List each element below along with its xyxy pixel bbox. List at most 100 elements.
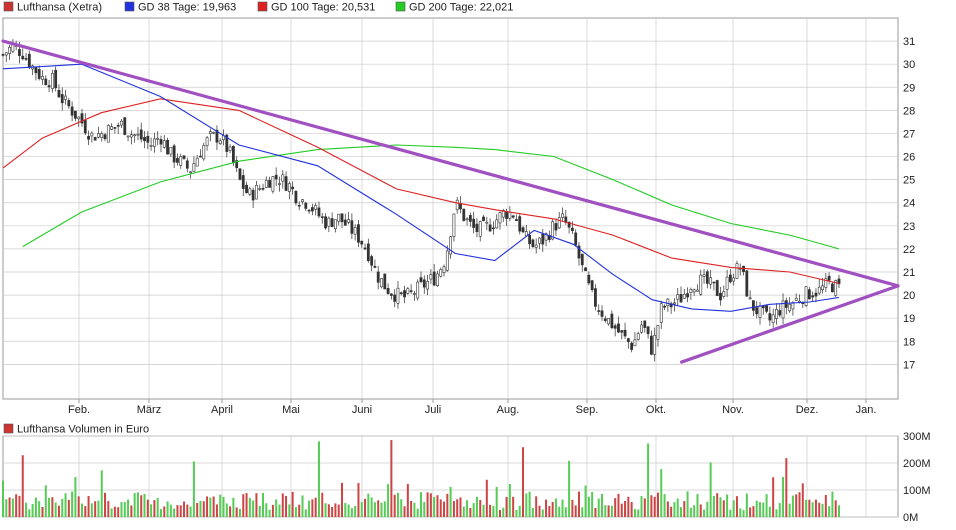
candle-body [666, 298, 670, 306]
volume-bar [782, 476, 785, 517]
candle-body [324, 216, 327, 229]
candle-body [699, 274, 703, 295]
candle-body [21, 55, 25, 60]
volume-bar [726, 494, 729, 517]
candle-body [633, 339, 637, 347]
candle-body [646, 326, 650, 335]
candle-body [228, 146, 232, 151]
candle-body [103, 134, 107, 140]
candle-body [528, 234, 532, 244]
candle-body [732, 277, 736, 282]
candle-body [264, 180, 268, 188]
month-label: Juni [352, 404, 372, 416]
month-label: Mai [282, 404, 300, 416]
volume-bar [150, 504, 153, 517]
candle-body [212, 131, 216, 134]
candle-body [610, 313, 614, 329]
volume-bar [400, 499, 403, 517]
candle-body [653, 334, 657, 355]
volume-bar [716, 493, 719, 517]
candle-body [659, 303, 663, 323]
candle-body [561, 213, 564, 218]
candle-body [807, 289, 811, 300]
candle-body [8, 47, 11, 54]
candle-body [623, 329, 627, 337]
volume-bar [828, 506, 831, 517]
volume-bar [206, 496, 209, 517]
volume-bar [443, 501, 446, 517]
volume-bar [341, 482, 344, 517]
volume-bar [745, 493, 748, 517]
candle-body [386, 288, 390, 294]
volume-bar [558, 506, 561, 517]
candle-body [587, 274, 591, 284]
candle-body [531, 239, 535, 247]
volume-bar [834, 500, 837, 517]
volume-legend-swatch [3, 423, 14, 434]
volume-bar [729, 509, 732, 517]
volume-bar [706, 501, 709, 517]
candle-body [106, 125, 110, 143]
candle-body [768, 313, 772, 321]
volume-bar [673, 502, 676, 517]
candle-body [488, 224, 492, 232]
candle-body [261, 188, 265, 190]
volume-bar [680, 507, 683, 517]
candle-body [702, 274, 706, 277]
volume-bar [699, 504, 702, 517]
candle-body [432, 271, 436, 286]
volume-bar [130, 505, 133, 517]
candle-body [821, 285, 824, 291]
candle-body [41, 76, 44, 80]
candle-body [541, 233, 545, 245]
volume-bar [28, 509, 31, 517]
volume-bar [196, 502, 199, 517]
volume-bar [304, 509, 307, 517]
candle-body [492, 227, 495, 230]
candle-body [366, 243, 370, 261]
candle-body [1, 54, 5, 56]
volume-bar [166, 501, 169, 517]
candle-body [172, 145, 176, 163]
volume-bar [640, 496, 643, 517]
volume-bar [44, 485, 47, 517]
volume-bar [271, 504, 274, 517]
volume-bar [301, 495, 304, 517]
candle-body [373, 265, 377, 268]
volume-bar [54, 502, 57, 517]
volume-bar [370, 497, 373, 517]
volume-bar [344, 502, 347, 517]
candle-body [478, 221, 482, 237]
volume-bar [719, 497, 722, 517]
candle-body [419, 277, 423, 282]
candle-body [712, 281, 716, 284]
volume-bar [2, 480, 4, 517]
volume-bar [199, 500, 202, 517]
candle-body [748, 297, 752, 300]
volume-bar [775, 509, 778, 517]
volume-bar [80, 503, 83, 517]
volume-tick-label: 100M [903, 485, 931, 497]
volume-bar [317, 441, 320, 517]
candle-body [218, 140, 222, 144]
volume-bar [173, 508, 176, 517]
volume-bar [268, 509, 271, 517]
y-tick-label: 23 [903, 221, 915, 233]
volume-bar [795, 494, 798, 517]
volume-bar [77, 496, 80, 517]
volume-bar [814, 499, 817, 517]
candle-body [403, 290, 406, 298]
volume-bar [255, 493, 258, 517]
candle-body [376, 271, 380, 283]
volume-bar [429, 493, 432, 517]
candle-body [294, 190, 298, 204]
candle-body [24, 58, 28, 60]
candle-body [287, 183, 291, 192]
volume-bar [225, 503, 228, 517]
candle-body [159, 139, 163, 145]
candle-body [47, 85, 51, 88]
volume-bar [189, 506, 192, 517]
candle-body [304, 202, 308, 209]
volume-bar [502, 507, 505, 517]
volume-bar [758, 502, 761, 517]
